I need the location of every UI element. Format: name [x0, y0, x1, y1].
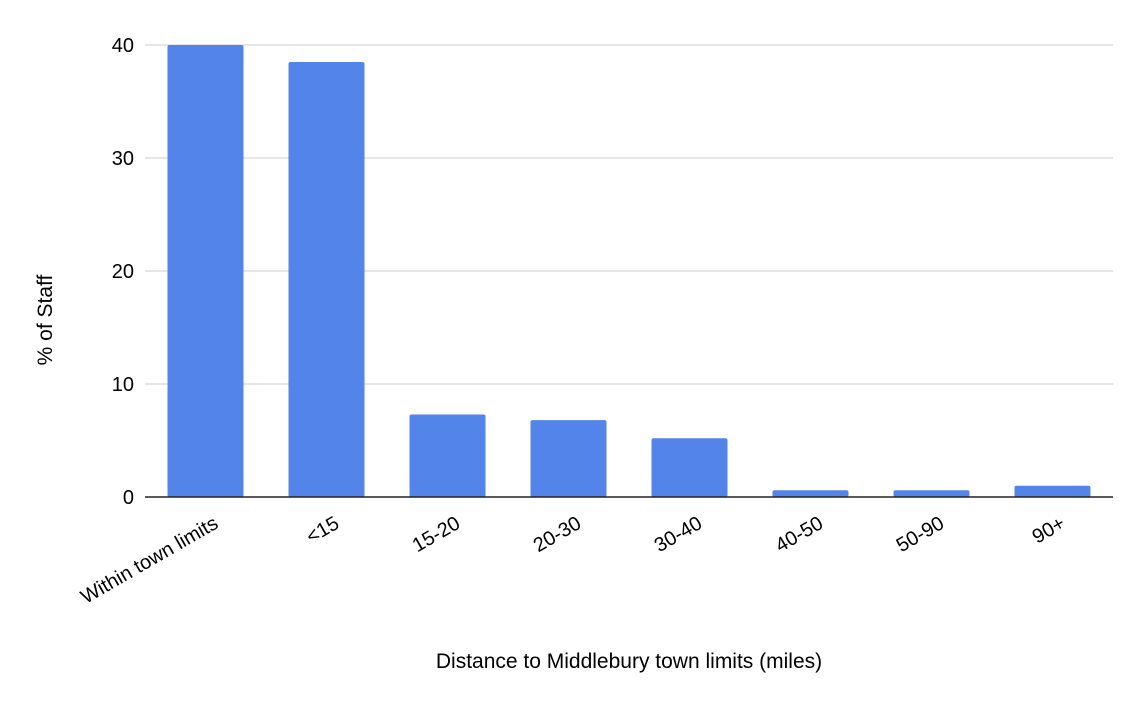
y-tick-label: 30: [112, 148, 134, 170]
y-tick-labels: 0 10 20 30 40: [112, 35, 134, 509]
y-tick-label: 40: [112, 35, 134, 57]
bar: [530, 420, 607, 497]
bar: [651, 438, 728, 497]
x-category-label: Within town limits: [77, 512, 222, 608]
bar: [409, 414, 486, 497]
x-category-labels: Within town limits <15 15-20 20-30 30-40 40-5…: [77, 512, 1069, 608]
bar: [772, 490, 849, 497]
bar: [893, 490, 970, 497]
x-category-label: <15: [303, 512, 343, 548]
bar: [167, 45, 244, 497]
y-tick-label: 0: [123, 487, 134, 509]
bar: [288, 61, 365, 497]
x-category-label: 50-90: [893, 512, 948, 557]
x-category-label: 40-50: [772, 512, 827, 557]
y-tick-label: 10: [112, 374, 134, 396]
bar: [1014, 485, 1091, 497]
y-axis-title: % of Staff: [34, 275, 57, 366]
x-category-label: 20-30: [530, 512, 585, 557]
x-axis-title: Distance to Middlebury town limits (mile…: [436, 650, 822, 673]
x-category-label: 90+: [1029, 512, 1069, 548]
y-tick-label: 20: [112, 261, 134, 283]
x-category-label: 15-20: [409, 512, 464, 557]
x-category-label: 30-40: [651, 512, 706, 557]
bars: [145, 45, 1113, 498]
